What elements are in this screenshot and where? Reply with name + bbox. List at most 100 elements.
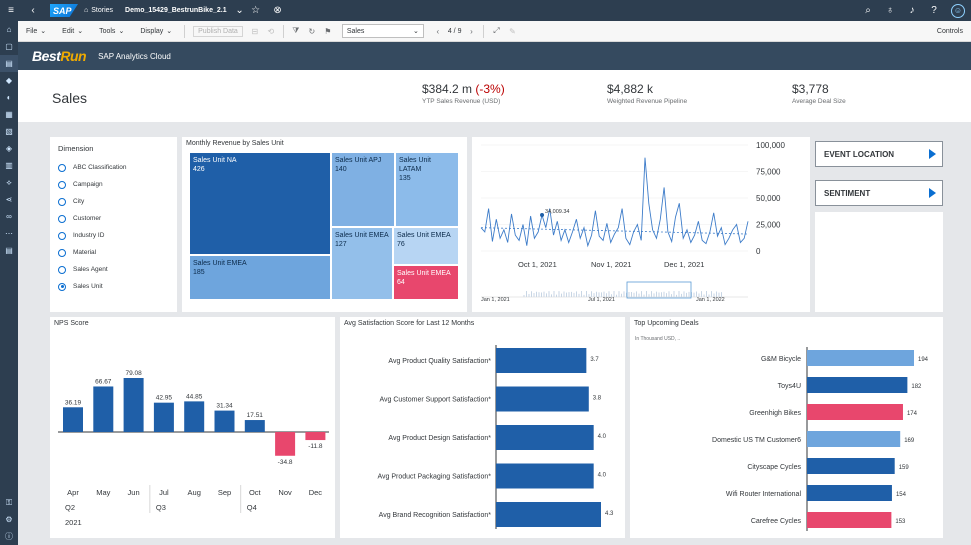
star-icon[interactable]: ☆ bbox=[251, 5, 261, 16]
share-icon[interactable]: ⋖ bbox=[5, 195, 13, 204]
radio-button[interactable] bbox=[58, 214, 66, 223]
event-location-button[interactable]: EVENT LOCATION bbox=[815, 141, 943, 167]
dimension-option[interactable]: City bbox=[58, 193, 126, 210]
treemap-cell-value: 127 bbox=[335, 241, 347, 248]
radio-button[interactable] bbox=[58, 180, 66, 189]
overview-tick-label: Jan 1, 2022 bbox=[696, 297, 725, 303]
display-menu[interactable]: Display ⌄ bbox=[132, 27, 180, 36]
kpi-revenue-pipeline[interactable]: $4,882 k Weighted Revenue Pipeline bbox=[607, 82, 687, 105]
refresh-icon[interactable]: ↻ bbox=[308, 26, 316, 36]
treemap-cell-value: 64 bbox=[397, 279, 405, 286]
radio-button[interactable] bbox=[58, 163, 66, 172]
home-icon[interactable]: ⌂ bbox=[6, 25, 12, 34]
cube-icon[interactable]: ◈ bbox=[5, 144, 13, 153]
controls-toggle[interactable]: Controls bbox=[936, 27, 963, 35]
chevron-down-icon[interactable]: ⌄ bbox=[235, 5, 244, 16]
kpi-average-deal-size[interactable]: $3,778 Average Deal Size bbox=[792, 82, 846, 105]
info-icon[interactable]: ⓘ bbox=[5, 532, 13, 541]
lightbulb-icon[interactable]: ♁ bbox=[886, 5, 894, 16]
stories-link[interactable]: ⌂ Stories bbox=[84, 7, 113, 14]
edit-icon[interactable]: ✎ bbox=[509, 26, 516, 36]
month-label: Jul bbox=[159, 488, 169, 497]
dimension-option[interactable]: Campaign bbox=[58, 176, 126, 193]
y-tick-label: 100,000 bbox=[756, 141, 785, 150]
radio-button[interactable] bbox=[58, 265, 66, 274]
data-label: 169 bbox=[904, 438, 915, 444]
nps-title: NPS Score bbox=[54, 320, 89, 327]
nps-bar-chart[interactable]: 36.19 Apr 66.67 May 79.08 Jun 42.95 Jul 44.85 Aug… bbox=[50, 317, 335, 538]
help-icon[interactable]: ? bbox=[931, 5, 937, 16]
network-icon[interactable]: ⋯ bbox=[5, 229, 13, 238]
dimension-option-label: ABC Classification bbox=[73, 164, 127, 171]
back-icon[interactable]: ‹ bbox=[31, 5, 35, 16]
treemap-cell[interactable]: Sales Unit EMEA 76 bbox=[393, 227, 459, 265]
search-icon[interactable]: ⌕ bbox=[865, 5, 871, 16]
data-analyzer-icon[interactable]: ▧ bbox=[5, 127, 13, 136]
file-menu[interactable]: File ⌄ bbox=[18, 27, 54, 36]
deals-bar-chart[interactable]: 194 G&M Bicycle 182 Toys4U 174 Greenhigh Bike… bbox=[630, 317, 943, 538]
tools-label: Tools bbox=[99, 27, 116, 35]
table-icon[interactable]: ▤ bbox=[5, 246, 13, 255]
navigation-buttons-tile: EVENT LOCATION SENTIMENT bbox=[815, 137, 943, 312]
fullscreen-icon[interactable]: ⤢ bbox=[493, 26, 500, 35]
stories-nav-icon[interactable]: ▤ bbox=[0, 55, 18, 72]
menu-icon[interactable]: ≡ bbox=[8, 5, 14, 16]
treemap-cell[interactable]: Sales Unit EMEA 64 bbox=[393, 265, 459, 300]
play-icon bbox=[929, 188, 936, 198]
notification-bell-icon[interactable]: ♪ bbox=[909, 5, 915, 16]
close-circle-icon[interactable]: ⊗ bbox=[273, 5, 282, 16]
radio-button[interactable] bbox=[58, 197, 66, 206]
category-label: Avg Product Quality Satisfaction* bbox=[388, 358, 491, 365]
radio-button[interactable] bbox=[58, 282, 66, 291]
undo-icon[interactable]: ⟲ bbox=[267, 26, 275, 36]
settings-icon[interactable]: ⚙ bbox=[5, 515, 13, 524]
kpi-sales-revenue[interactable]: $384.2 m (-3%) YTP Sales Revenue (USD) bbox=[422, 82, 505, 105]
treemap-cell[interactable]: Sales Unit EMEA 127 bbox=[331, 227, 393, 300]
category-label: Avg Customer Support Satisfaction* bbox=[379, 397, 491, 404]
month-label: Jun bbox=[128, 488, 140, 497]
timeseries-chart[interactable]: 100,000 75,000 50,000 25,000 0 34,009.34 Oct 1… bbox=[472, 137, 810, 312]
analytic-app-icon[interactable]: ◐ bbox=[6, 93, 12, 102]
dimension-option[interactable]: Material bbox=[58, 244, 126, 261]
lock-icon[interactable]: ⚿ bbox=[5, 497, 13, 507]
treemap-cell[interactable]: Sales Unit EMEA 185 bbox=[189, 255, 331, 300]
next-page-icon[interactable]: › bbox=[470, 26, 473, 36]
page-select[interactable]: Sales ⌄ bbox=[341, 24, 424, 38]
bookmark-icon[interactable]: ⚑ bbox=[324, 26, 332, 36]
connections-icon[interactable]: ⟡ bbox=[6, 177, 12, 187]
page-title: Sales bbox=[52, 90, 88, 106]
x-tick-label: Oct 1, 2021 bbox=[518, 260, 557, 269]
calendar-icon[interactable]: ▥ bbox=[5, 161, 13, 170]
treemap-cell[interactable]: Sales Unit NA 426 bbox=[189, 152, 331, 255]
document-title[interactable]: Demo_15429_BestrunBike_2.1 bbox=[125, 7, 227, 14]
treemap-chart[interactable]: Sales Unit NA 426 Sales Unit APJ 140 Sales U… bbox=[189, 152, 461, 302]
previous-page-icon[interactable]: ‹ bbox=[436, 26, 440, 36]
radio-button[interactable] bbox=[58, 248, 66, 257]
user-avatar-icon[interactable]: ☺ bbox=[951, 3, 965, 18]
treemap-cell[interactable]: Sales Unit LATAM 135 bbox=[395, 152, 459, 227]
category-label: G&M Bicycle bbox=[761, 356, 801, 363]
edit-menu[interactable]: Edit ⌄ bbox=[54, 27, 91, 36]
publish-data-button[interactable]: Publish Data bbox=[193, 25, 243, 37]
tools-menu[interactable]: Tools ⌄ bbox=[91, 27, 132, 36]
dimension-option[interactable]: ABC Classification bbox=[58, 159, 126, 176]
data-label: 17.51 bbox=[247, 412, 264, 419]
modeler-icon[interactable]: ▦ bbox=[5, 110, 13, 119]
dimension-option[interactable]: Industry ID bbox=[58, 227, 126, 244]
explore-icon[interactable]: ∞ bbox=[6, 212, 12, 221]
data-label: 154 bbox=[896, 492, 907, 498]
radio-button[interactable] bbox=[58, 231, 66, 240]
files-icon[interactable]: ▢ bbox=[5, 42, 13, 51]
version-icon[interactable]: ⊟ bbox=[251, 26, 259, 36]
dimension-list: ABC Classification Campaign City Customer In… bbox=[58, 159, 126, 295]
dimension-option[interactable]: Customer bbox=[58, 210, 126, 227]
stories-label: Stories bbox=[91, 7, 114, 14]
digital-boardroom-icon[interactable]: ◆ bbox=[5, 76, 13, 85]
treemap-cell[interactable]: Sales Unit APJ 140 bbox=[331, 152, 395, 227]
filter-icon[interactable]: ⧩ bbox=[292, 26, 300, 35]
satisfaction-bar-chart[interactable]: 3.7 Avg Product Quality Satisfaction* 3.8 A… bbox=[340, 317, 625, 538]
sentiment-button[interactable]: SENTIMENT bbox=[815, 180, 943, 206]
month-label: Nov bbox=[278, 488, 292, 497]
dimension-option[interactable]: Sales Unit bbox=[58, 278, 126, 295]
dimension-option[interactable]: Sales Agent bbox=[58, 261, 126, 278]
